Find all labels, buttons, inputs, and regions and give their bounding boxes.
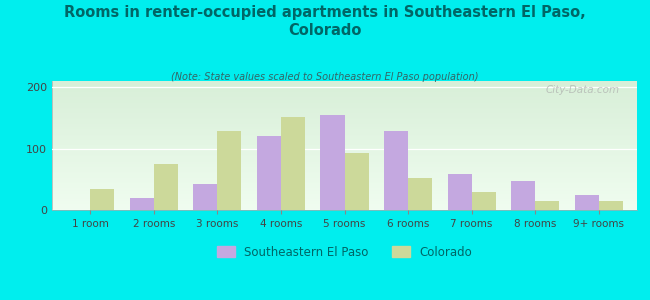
Text: (Note: State values scaled to Southeastern El Paso population): (Note: State values scaled to Southeaste… bbox=[171, 72, 479, 82]
Bar bbox=[535, 201, 560, 210]
Bar bbox=[384, 131, 408, 210]
Text: Rooms in renter-occupied apartments in Southeastern El Paso,
Colorado: Rooms in renter-occupied apartments in S… bbox=[64, 4, 586, 38]
Bar bbox=[472, 192, 496, 210]
Bar bbox=[599, 201, 623, 210]
Bar bbox=[344, 153, 369, 210]
Bar bbox=[217, 131, 242, 210]
Bar bbox=[90, 188, 114, 210]
Text: City-Data.com: City-Data.com bbox=[545, 85, 619, 95]
Bar bbox=[154, 164, 178, 210]
Bar bbox=[575, 195, 599, 210]
Bar bbox=[447, 174, 472, 210]
Bar bbox=[281, 117, 305, 210]
Bar bbox=[193, 184, 217, 210]
Bar bbox=[408, 178, 432, 210]
Bar bbox=[320, 115, 344, 210]
Legend: Southeastern El Paso, Colorado: Southeastern El Paso, Colorado bbox=[213, 241, 476, 263]
Bar bbox=[511, 181, 535, 210]
Bar bbox=[257, 136, 281, 210]
Bar bbox=[129, 198, 154, 210]
